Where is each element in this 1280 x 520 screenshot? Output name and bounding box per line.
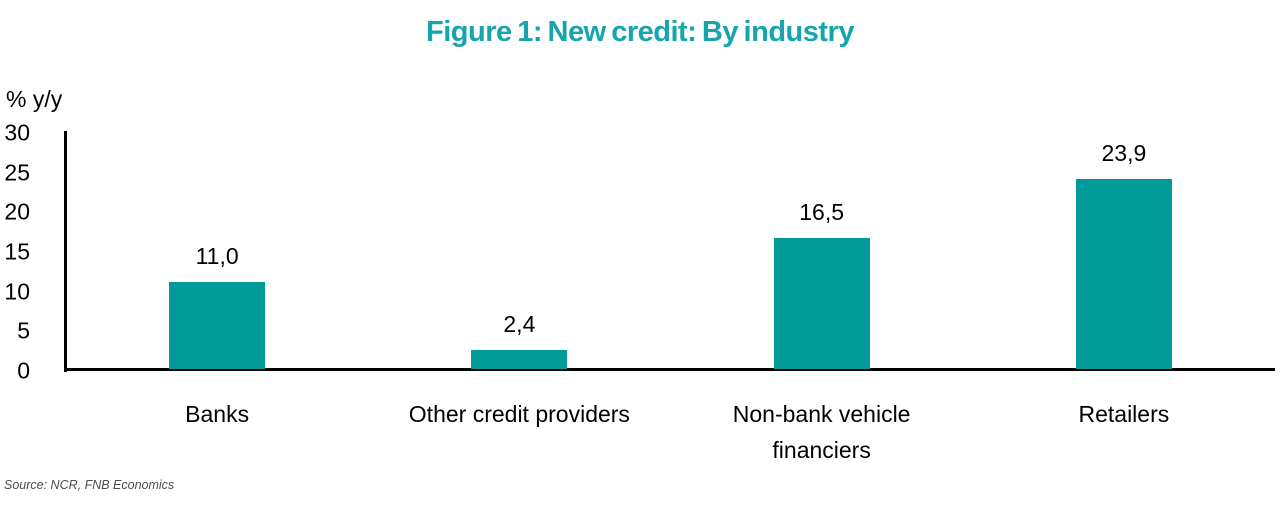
x-category-label: Non-bank vehicle financiers <box>732 401 911 463</box>
x-category-label: Retailers <box>1078 401 1170 427</box>
y-tick-label: 15 <box>4 238 30 265</box>
y-tick-label: 30 <box>4 119 30 146</box>
bar <box>773 238 870 369</box>
bar-value-label: 16,5 <box>799 199 845 226</box>
x-category-label: Banks <box>185 401 250 427</box>
y-axis-line <box>64 131 67 372</box>
x-axis-line <box>64 368 1275 371</box>
source-note: Source: NCR, FNB Economics <box>4 478 175 492</box>
y-axis-unit-label: % y/y <box>6 86 63 112</box>
y-tick-label: 25 <box>4 159 30 186</box>
chart-title: Figure 1: New credit: By industry <box>426 16 854 48</box>
bar-value-label: 2,4 <box>503 310 536 337</box>
bar <box>471 349 568 369</box>
bar <box>169 281 266 369</box>
bar-value-label: 11,0 <box>195 242 239 269</box>
y-tick-label: 0 <box>17 357 30 384</box>
bar-value-label: 23,9 <box>1101 140 1147 167</box>
bar <box>1075 179 1172 369</box>
y-tick-label: 20 <box>4 198 30 225</box>
y-tick-label: 5 <box>17 317 30 344</box>
y-tick-label: 10 <box>4 278 30 305</box>
x-category-label: Other credit providers <box>408 401 630 427</box>
